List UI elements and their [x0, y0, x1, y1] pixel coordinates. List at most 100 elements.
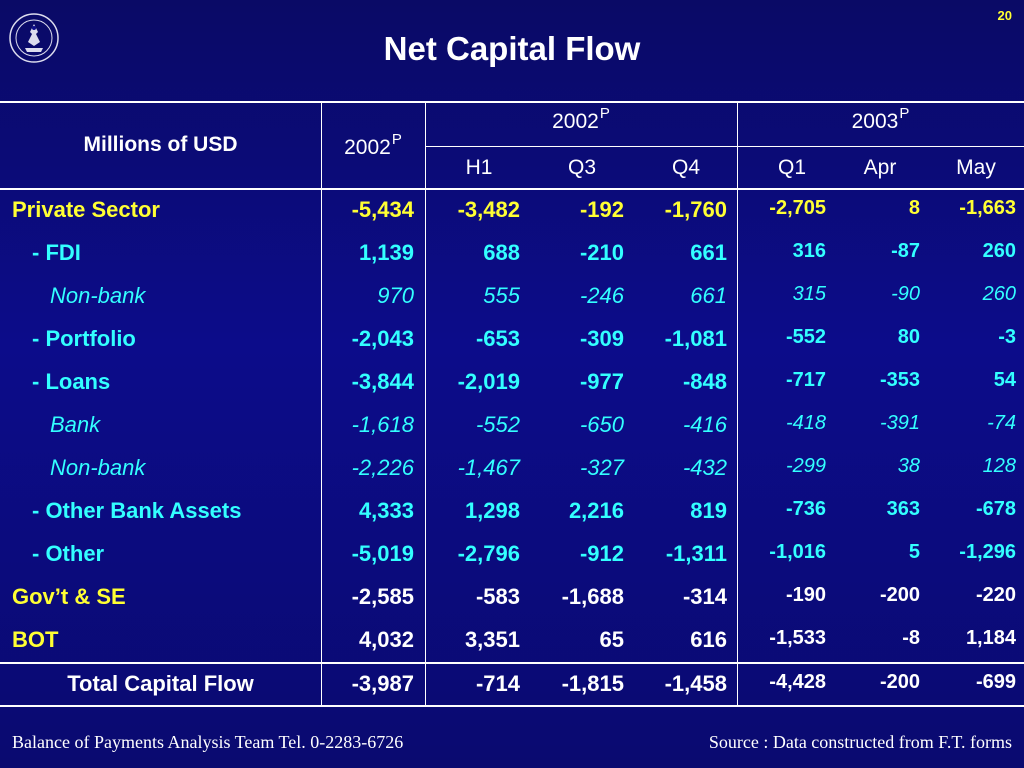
- table-cell-value: 5: [908, 541, 920, 563]
- table-row-label: - Loans: [32, 369, 111, 394]
- table-cell-value: -653: [475, 326, 520, 351]
- table-cell-value: -552: [475, 412, 520, 437]
- header-subcol-may: May: [956, 156, 996, 179]
- table-cell-value: -90: [891, 283, 920, 305]
- table-cell-value: 54: [993, 369, 1016, 391]
- page-title: Net Capital Flow: [383, 30, 641, 67]
- table-cell-value: -1,467: [457, 455, 520, 480]
- table-cell-value: 661: [690, 240, 727, 265]
- table-cell-value: -552: [785, 326, 826, 348]
- table-cell-value: 2,216: [568, 498, 624, 523]
- slide-number: 20: [997, 8, 1012, 23]
- table-cell-value: 128: [982, 455, 1016, 477]
- header-subcol-h1: H1: [465, 156, 493, 179]
- table-cell-value: -848: [682, 369, 727, 394]
- preliminary-marker: P: [899, 105, 910, 122]
- table-cell-value: -977: [579, 369, 624, 394]
- table-cell-value: -299: [785, 455, 826, 477]
- table-cell-value: -3: [998, 326, 1016, 348]
- total-cell-value: -714: [475, 671, 520, 696]
- table-cell-value: 688: [483, 240, 520, 265]
- table-cell-value: -678: [975, 498, 1016, 520]
- table-cell-value: -200: [879, 584, 920, 606]
- col-divider-2003: [737, 101, 738, 705]
- table-row-label: Gov’t & SE: [12, 584, 126, 609]
- table-cell-value: 1,184: [965, 627, 1016, 649]
- table-cell-value: -2,043: [351, 326, 414, 351]
- table-cell-value: 1,139: [358, 240, 414, 265]
- table-cell-value: -190: [785, 584, 826, 606]
- table-cell-value: 3,351: [464, 627, 520, 652]
- table-cell-value: -416: [682, 412, 727, 437]
- table-cell-value: -87: [891, 240, 920, 262]
- table-cell-value: 260: [982, 240, 1016, 262]
- footer-source: Source : Data constructed from F.T. form…: [708, 732, 1012, 752]
- total-cell-value: -1,815: [561, 671, 624, 696]
- table-cell-value: 4,333: [358, 498, 414, 523]
- table-cell-value: -8: [902, 627, 920, 649]
- table-cell-value: -1,663: [959, 197, 1016, 219]
- header-subcol-q1: Q1: [777, 156, 806, 179]
- bank-seal-logo: [9, 13, 59, 63]
- table-cell-value: -736: [785, 498, 826, 520]
- table-cell-value: -717: [785, 369, 826, 391]
- header-subcol-apr: Apr: [863, 156, 897, 179]
- table-cell-value: -5,434: [351, 197, 414, 222]
- table-cell-value: 555: [483, 283, 520, 308]
- table-cell-value: -3,844: [351, 369, 414, 394]
- table-cell-value: -583: [475, 584, 520, 609]
- table-cell-value: 970: [377, 283, 414, 308]
- table-cell-value: 260: [982, 283, 1016, 305]
- table-row-label: Bank: [50, 412, 101, 437]
- table-top-rule: [0, 101, 1024, 103]
- col-divider-2002: [425, 101, 426, 705]
- table-cell-value: -1,533: [769, 627, 826, 649]
- header-col-2002: 2002P: [321, 131, 425, 160]
- total-row-label: Total Capital Flow: [67, 671, 254, 696]
- table-cell-value: -2,585: [351, 584, 414, 609]
- table-cell-value: 363: [886, 498, 920, 520]
- header-year: 2003: [851, 110, 899, 133]
- table-cell-value: 316: [792, 240, 826, 262]
- table-cell-value: 616: [690, 627, 727, 652]
- total-cell-value: -200: [879, 671, 920, 693]
- table-bottom-rule: [0, 705, 1024, 707]
- table-row-label: - Other: [32, 541, 105, 566]
- table-cell-value: -74: [987, 412, 1016, 434]
- table-row-label: BOT: [12, 627, 59, 652]
- table-cell-value: -246: [579, 283, 624, 308]
- preliminary-marker: P: [391, 131, 402, 148]
- header-subcol-q3: Q3: [567, 156, 596, 179]
- table-cell-value: 315: [792, 283, 826, 305]
- table-cell-value: -2,019: [457, 369, 520, 394]
- table-cell-value: -2,226: [351, 455, 414, 480]
- table-cell-value: 4,032: [358, 627, 414, 652]
- table-cell-value: 661: [690, 283, 727, 308]
- table-cell-value: -1,618: [351, 412, 414, 437]
- table-cell-value: -2,796: [457, 541, 520, 566]
- table-cell-value: -210: [579, 240, 624, 265]
- table-row-label: - FDI: [32, 240, 81, 265]
- table-cell-value: -1,081: [664, 326, 727, 351]
- table-cell-value: -1,688: [561, 584, 624, 609]
- header-group-2002: 2002P: [425, 105, 737, 134]
- table-cell-value: 38: [897, 455, 920, 477]
- table-cell-value: -5,019: [351, 541, 414, 566]
- header-group-divider: [425, 146, 1024, 147]
- table-cell-value: -1,311: [665, 541, 727, 566]
- table-row-label: - Other Bank Assets: [32, 498, 242, 523]
- header-year: 2002: [552, 110, 599, 133]
- table-cell-value: -2,705: [769, 197, 826, 219]
- table-header-rule: [0, 188, 1024, 190]
- table-cell-value: -353: [879, 369, 920, 391]
- table-cell-value: -418: [785, 412, 826, 434]
- header-subcol-q4: Q4: [671, 156, 700, 179]
- table-total-rule: [0, 662, 1024, 664]
- footer-contact: Balance of Payments Analysis Team Tel. 0…: [12, 732, 404, 752]
- table-cell-value: -650: [579, 412, 624, 437]
- table-cell-value: 8: [908, 197, 920, 219]
- total-cell-value: -4,428: [769, 671, 826, 693]
- table-cell-value: -1,016: [769, 541, 826, 563]
- total-cell-value: -1,458: [664, 671, 727, 696]
- table-cell-value: 1,298: [464, 498, 520, 523]
